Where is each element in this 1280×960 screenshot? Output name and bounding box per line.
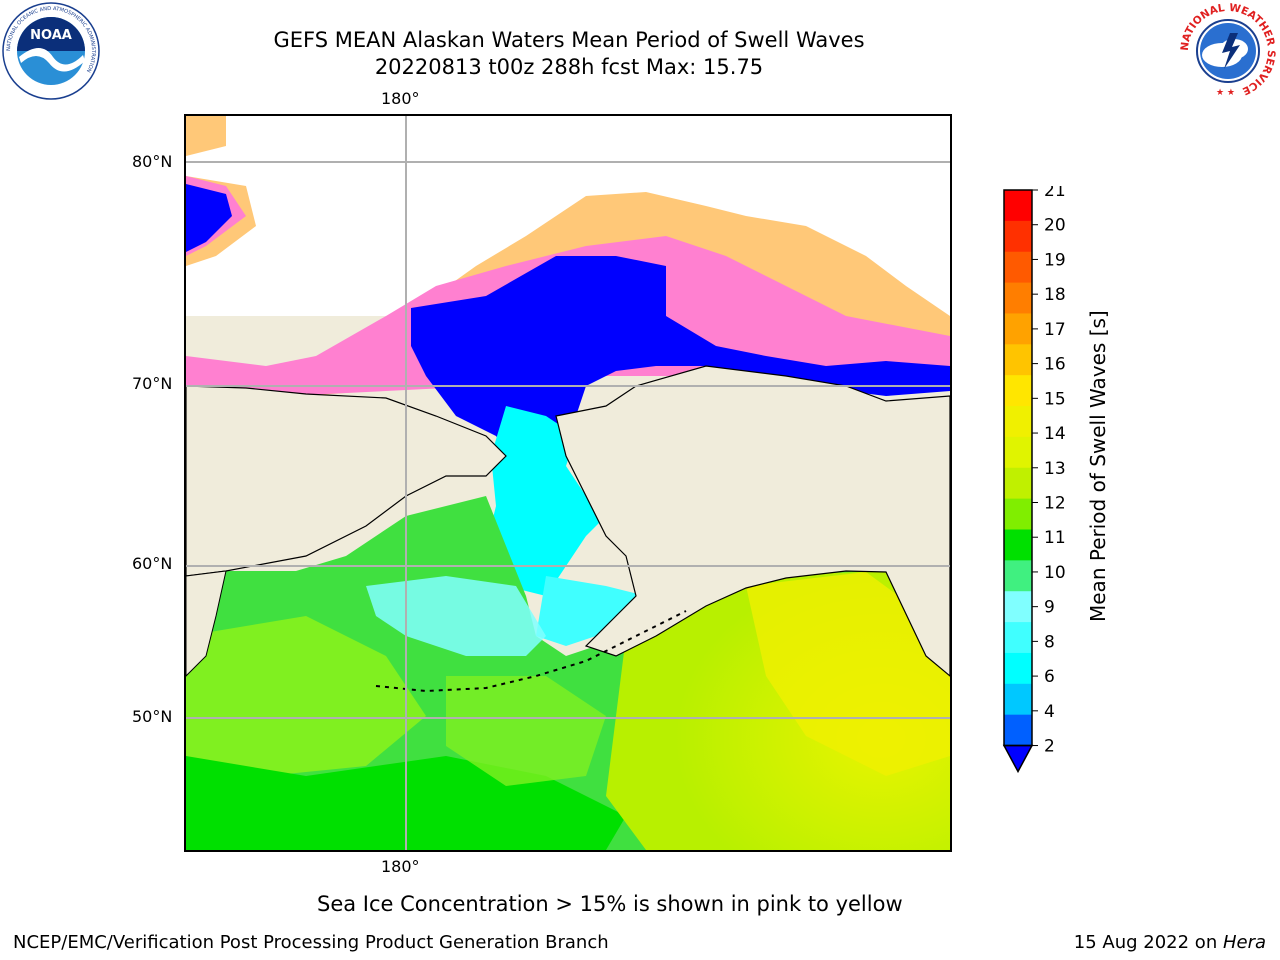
graticule [186,116,950,850]
colorbar-tick-label: 10 [1044,563,1066,583]
footer-date: 15 Aug 2022 on [1073,932,1223,953]
colorbar-tick-label: 21 [1044,186,1066,201]
colorbar-svg: 21 20 19 18 17 16 15 14 13 12 11 10 9 8 6 4 2 [1002,181,1066,774]
colorbar-tick-label: 18 [1044,285,1066,305]
ocean-yellow-gulf [746,572,950,776]
colorbar-label: Mean Period of Swell Waves [s] [1086,310,1110,622]
ocean-cyan-strait [486,406,606,596]
colorbar-band [1004,652,1032,685]
colorbar-band [1004,683,1032,716]
sea-ice-note: Sea Ice Concentration > 15% is shown in … [317,892,903,916]
colorbar-band [1004,591,1032,623]
colorbar-tick-label: 2 [1044,737,1055,757]
colorbar-tick-label: 4 [1044,702,1055,722]
colorbar-tick-label: 13 [1044,459,1066,479]
noaa-logo: NATIONAL OCEANIC AND ATMOSPHERIC ADMINIS… [1,1,101,101]
lon-label-top: 180° [381,89,420,108]
colorbar-band [1004,498,1032,530]
colorbar-tick-label: 14 [1044,424,1066,444]
colorbar-band [1004,220,1032,253]
colorbar-tick-label: 15 [1044,389,1066,409]
colorbar-extend-triangle [1002,744,1034,774]
colorbar-tick-label: 8 [1044,632,1055,652]
ocean-blue-west [186,184,232,252]
colorbar-tick-label: 9 [1044,598,1055,618]
colorbar-tick-label: 20 [1044,216,1066,236]
ocean-green-mid [446,676,606,786]
chart-title: GEFS MEAN Alaskan Waters Mean Period of … [273,28,865,52]
footer-left: NCEP/EMC/Verification Post Processing Pr… [13,932,609,953]
colorbar-tick-label: 11 [1044,528,1066,548]
colorbar-band [1004,529,1032,561]
lat-label-60: 60°N [132,554,173,573]
map-panel [184,114,952,852]
lat-label-80: 80°N [132,152,173,171]
map-canvas [186,116,950,850]
colorbar-label-wrap: Mean Period of Swell Waves [s] [948,310,1248,622]
nws-logo: NATIONAL WEATHER SERVICE ★ ★ [1178,1,1278,101]
colorbar-band [1004,313,1032,345]
colorbar-band [1004,406,1032,438]
colorbar-tick-label: 12 [1044,493,1066,513]
ocean-lightgreen-west [186,616,426,776]
colorbar-band [1004,436,1032,469]
lat-label-70: 70°N [132,374,173,393]
lon-label-bottom: 180° [381,857,420,876]
footer-machine: Hera [1222,932,1266,953]
colorbar-tick-label: 6 [1044,667,1055,687]
colorbar-tick-label: 19 [1044,250,1066,270]
colorbar-tick-label: 16 [1044,355,1066,375]
land-alaska [555,365,950,677]
chart-subtitle: 20220813 t00z 288h fcst Max: 15.75 [374,55,764,79]
colorbar-band [1004,282,1032,314]
colorbar-band [1004,467,1032,500]
colorbar-band [1004,344,1032,376]
colorbar-band [1004,251,1032,284]
colorbar: 21 20 19 18 17 16 15 14 13 12 11 10 9 8 6 4 2 [1000,181,1120,786]
colorbar-band [1004,190,1032,222]
noaa-logo-text: NOAA [30,28,72,43]
land-kamchatka [186,570,227,677]
colorbar-band [1004,622,1032,654]
footer-right: 15 Aug 2022 on Hera [1074,932,1266,954]
lat-label-50: 50°N [132,707,173,726]
ocean-cyan-patch [366,576,546,656]
colorbar-tick-label: 17 [1044,320,1066,340]
colorbar-band [1004,560,1032,592]
colorbar-band [1004,714,1032,747]
colorbar-band [1004,375,1032,407]
svg-text:★ ★: ★ ★ [1216,88,1235,98]
